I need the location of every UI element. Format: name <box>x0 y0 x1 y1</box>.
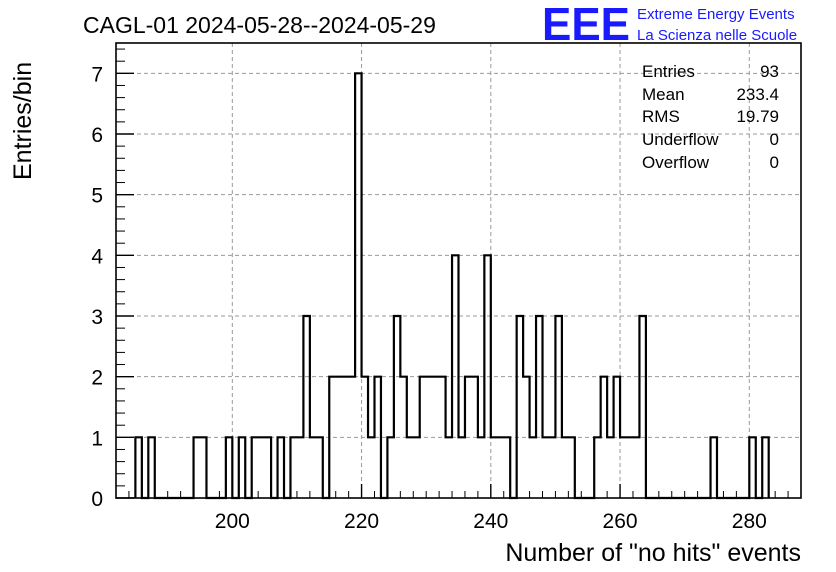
y-axis-title: Entries/bin <box>9 62 37 180</box>
histogram-bin <box>549 437 555 498</box>
histogram-bin <box>478 437 484 498</box>
histogram-bin <box>749 437 755 498</box>
histogram-bin <box>543 437 549 498</box>
eee-logo-text: EEE <box>542 0 630 50</box>
histogram-bin <box>265 437 271 498</box>
histogram-bin <box>297 437 303 498</box>
y-tick-label: 3 <box>91 306 103 329</box>
histogram-bin <box>336 377 342 498</box>
histogram-bin <box>407 437 413 498</box>
histogram-bin <box>135 437 141 498</box>
ticks-layer: 0 1 2 3 4 5 6 7 200 220 240 260 280 <box>91 48 802 533</box>
histogram-bin <box>497 437 503 498</box>
stat-overflow-label: Overflow <box>642 153 710 172</box>
y-tick-label: 7 <box>91 63 103 86</box>
histogram-bin <box>459 437 465 498</box>
histogram-bin <box>607 437 613 498</box>
y-tick-label: 1 <box>91 427 103 450</box>
histogram-bin <box>536 316 542 498</box>
histogram-bin <box>387 437 393 498</box>
histogram-bin <box>627 437 633 498</box>
x-tick-label: 200 <box>215 510 250 533</box>
histogram-bin <box>394 316 400 498</box>
histogram-bin <box>446 437 452 498</box>
plot-frame <box>115 42 802 499</box>
histogram-bin <box>614 377 620 498</box>
histogram-bin <box>349 377 355 498</box>
x-tick-label: 260 <box>603 510 638 533</box>
histogram-bin <box>200 437 206 498</box>
stat-rms-label: RMS <box>642 107 680 126</box>
eee-logo-line1: Extreme Energy Events <box>637 6 795 23</box>
stat-overflow-value: 0 <box>770 153 779 172</box>
eee-logo: EEE Extreme Energy Events La Scienza nel… <box>542 0 797 50</box>
histogram-bin <box>400 377 406 498</box>
histogram-bin <box>452 255 458 498</box>
stat-underflow-value: 0 <box>770 130 779 149</box>
histogram-bin <box>530 437 536 498</box>
histogram-bin <box>555 316 561 498</box>
histogram-bin <box>562 437 568 498</box>
histogram-bin <box>594 437 600 498</box>
histogram-bin <box>420 377 426 498</box>
histogram-bin <box>439 377 445 498</box>
histogram-bin <box>426 377 432 498</box>
histogram-bin <box>568 437 574 498</box>
stat-mean-value: 233.4 <box>736 85 779 104</box>
histogram-bin <box>374 377 380 498</box>
x-tick-label: 280 <box>732 510 767 533</box>
histogram-bin <box>342 377 348 498</box>
histogram-bin <box>329 377 335 498</box>
histogram-bin <box>355 73 361 498</box>
eee-logo-line2: La Scienza nelle Scuole <box>637 27 797 44</box>
histogram-bin <box>290 437 296 498</box>
histogram-bin <box>194 437 200 498</box>
stat-entries-value: 93 <box>760 62 779 81</box>
histogram-bin <box>484 255 490 498</box>
y-tick-label: 5 <box>91 185 103 208</box>
x-tick-label: 240 <box>473 510 508 533</box>
histogram-bin <box>633 437 639 498</box>
histogram-bin <box>278 437 284 498</box>
grid-layer <box>116 43 801 498</box>
histogram-bin <box>517 316 523 498</box>
histogram-bin <box>504 437 510 498</box>
histogram-bin <box>316 437 322 498</box>
stat-underflow-label: Underflow <box>642 130 719 149</box>
histogram-bin <box>620 437 626 498</box>
histogram-bin <box>465 377 471 498</box>
histogram-bin <box>258 437 264 498</box>
histogram-bin <box>362 377 368 498</box>
x-tick-label: 220 <box>344 510 379 533</box>
histogram-bin <box>762 437 768 498</box>
histogram-bin <box>491 437 497 498</box>
histogram-bin <box>368 437 374 498</box>
histogram-bin <box>523 377 529 498</box>
histogram-bin <box>148 437 154 498</box>
stat-mean-label: Mean <box>642 85 685 104</box>
histogram-bin <box>252 437 258 498</box>
histogram-bin <box>711 437 717 498</box>
histogram-bin <box>226 437 232 498</box>
stat-entries-label: Entries <box>642 62 695 81</box>
y-tick-label: 4 <box>91 245 103 268</box>
histogram-bin <box>639 316 645 498</box>
histogram-bin <box>471 377 477 498</box>
histogram-outline <box>134 72 770 500</box>
y-tick-label: 2 <box>91 367 103 390</box>
y-tick-label: 6 <box>91 124 103 147</box>
stat-rms-value: 19.79 <box>736 107 779 126</box>
y-tick-label: 0 <box>91 488 103 511</box>
histogram-bin <box>413 437 419 498</box>
histogram-bin <box>310 437 316 498</box>
chart-title: CAGL-01 2024-05-28--2024-05-29 <box>83 12 436 38</box>
histogram-bin <box>303 316 309 498</box>
histogram-bin <box>601 377 607 498</box>
stats-box: Entries 93 Mean 233.4 RMS 19.79 Underflo… <box>642 62 779 172</box>
histogram-bin <box>433 377 439 498</box>
histogram-bin <box>239 437 245 498</box>
x-axis-title: Number of "no hits" events <box>505 539 801 567</box>
